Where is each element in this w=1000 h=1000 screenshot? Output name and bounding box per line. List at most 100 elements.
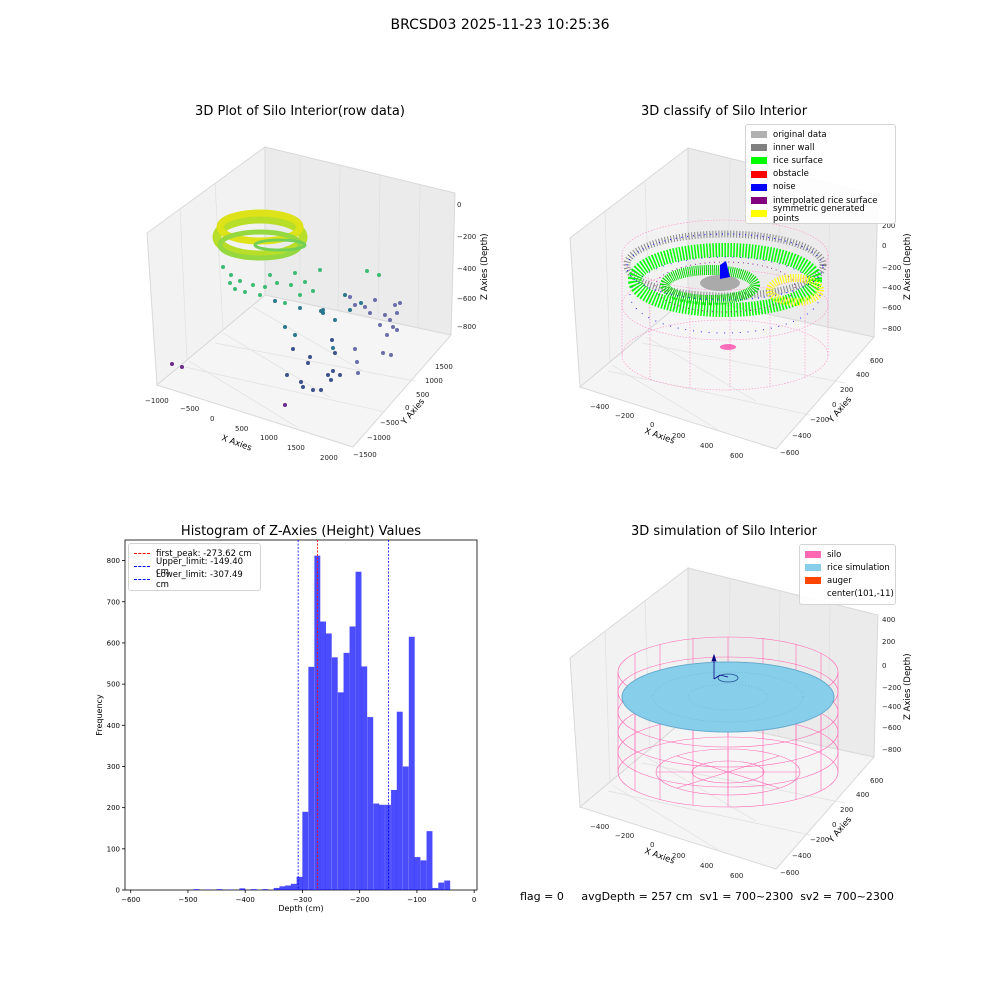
histogram-bar <box>296 876 303 890</box>
histogram-bar <box>349 626 356 890</box>
legend-swatch <box>751 197 767 205</box>
simulation-y-tick: 200 <box>840 806 853 814</box>
raw-x-ticks: −1000 −500 0 500 1000 1500 2000 <box>145 397 338 462</box>
classify-y-axis-label: Y Axies <box>826 395 854 426</box>
raw-y-tick: −1500 <box>353 451 377 459</box>
histogram-bar <box>408 636 415 890</box>
raw-y-tick: 500 <box>416 391 429 399</box>
raw-scatter-points <box>170 209 402 407</box>
histogram-x-tick-label: −300 <box>293 896 312 904</box>
raw-z-ticks: 0 −200 −400 −600 −800 <box>457 201 476 331</box>
histogram-x-tick-label: −200 <box>350 896 369 904</box>
classify-x-axis-label: X Axies <box>643 426 676 446</box>
histogram-bar <box>379 804 385 890</box>
legend-label: Upper_limit: -149.40 cm <box>156 556 244 577</box>
simulation-y-tick: 400 <box>856 791 869 799</box>
histogram-bar <box>308 666 315 890</box>
simulation-z-tick: 0 <box>882 662 886 670</box>
raw-axes-box <box>146 146 456 448</box>
raw-y-axis-label: Y Axies <box>399 397 427 428</box>
histogram-bar <box>426 831 433 890</box>
histogram-y-tick-label: 500 <box>107 681 120 689</box>
legend-label: silo <box>827 549 842 560</box>
figure-title: BRCSD03 2025-11-23 10:25:36 <box>390 17 610 33</box>
legend-entry-symmetric: symmetric generated points <box>751 204 890 224</box>
histogram-x-ticks: −600 −500 −400 −300 −200 −100 0 <box>121 890 476 904</box>
classify-legend: original data inner wall rice surface ob… <box>745 124 896 225</box>
histogram-bar <box>391 789 397 890</box>
raw-z-tick: −200 <box>457 233 476 241</box>
histogram-y-tick-label: 200 <box>107 804 120 812</box>
raw-y-tick: 1500 <box>435 363 453 371</box>
simulation-x-tick: 400 <box>700 862 713 870</box>
legend-swatch <box>805 551 821 559</box>
simulation-z-axis-label: Z Axies (Depth) <box>903 653 913 720</box>
simulation-y-tick: −400 <box>792 852 811 860</box>
histogram-bar <box>438 882 445 890</box>
histogram-bar <box>325 633 332 890</box>
classify-point-cloud <box>623 230 827 350</box>
raw-x-tick: 500 <box>235 425 248 433</box>
classify-z-axis-label: Z Axies (Depth) <box>903 233 913 300</box>
simulation-x-tick: 200 <box>672 852 685 860</box>
legend-entry-lower-limit: Lower_limit: -307.49 cm <box>134 570 255 590</box>
raw-z-tick: −800 <box>457 323 476 331</box>
histogram-bar <box>331 657 338 890</box>
legend-entry-center: center(101,-11) <box>805 588 894 601</box>
simulation-auger <box>711 653 729 680</box>
simulation-z-tick: −600 <box>882 724 901 732</box>
legend-label: inner wall <box>773 142 815 153</box>
classify-y-tick: 600 <box>870 357 883 365</box>
simulation-y-axis-label: Y Axies <box>826 815 854 846</box>
legend-swatch <box>805 564 821 572</box>
raw-x-tick: −500 <box>180 405 199 413</box>
classify-z-tick: 0 <box>882 242 886 250</box>
histogram-bar <box>361 666 368 890</box>
classify-x-ticks: −400 −200 0 200 400 600 <box>590 403 743 460</box>
legend-label: obstacle <box>773 169 809 180</box>
histogram-bar <box>250 889 257 890</box>
raw-x-axis-label: X Axies <box>220 433 253 453</box>
legend-entry-rice-simulation: rice simulation <box>805 561 890 574</box>
legend-entry-inner-wall: inner wall <box>751 141 890 154</box>
legend-entry-noise: noise <box>751 181 890 194</box>
histogram-bar <box>444 880 451 890</box>
raw-y-tick: −1000 <box>367 434 391 442</box>
histogram-legend: first_peak: -273.62 cm Upper_limit: -149… <box>128 543 261 591</box>
histogram-bar <box>343 652 350 890</box>
histogram-bars <box>193 555 451 890</box>
histogram-y-tick-label: 600 <box>107 639 120 647</box>
simulation-y-tick: 600 <box>870 777 883 785</box>
histogram-y-ticks: 0 100 200 300 400 500 600 700 800 <box>107 557 125 895</box>
histogram-y-axis-label: Frequency <box>95 694 104 736</box>
histogram-bar <box>420 860 427 890</box>
classify-x-tick: 400 <box>700 442 713 450</box>
simulation-x-tick: 600 <box>730 872 743 880</box>
legend-entry-interpolated: interpolated rice surface <box>751 194 890 207</box>
classify-y-tick: 200 <box>840 386 853 394</box>
legend-label: rice surface <box>773 155 823 166</box>
raw-x-tick: 1500 <box>287 444 305 452</box>
simulation-x-tick: −400 <box>590 823 609 831</box>
raw-x-tick: 1000 <box>260 434 278 442</box>
legend-label: Lower_limit: -307.49 cm <box>156 569 243 590</box>
histogram-lines <box>297 540 390 890</box>
classify-3d-plot: 200 0 −200 −400 −600 −800 −400 −200 0 20… <box>569 146 913 460</box>
simulation-rice-surface <box>621 661 835 733</box>
legend-line-sample <box>134 553 150 555</box>
histogram-bar <box>355 571 362 890</box>
histogram-x-tick-label: −600 <box>121 896 140 904</box>
classify-x-tick: −400 <box>590 403 609 411</box>
histogram-bar <box>432 887 439 890</box>
histogram-bar <box>239 888 246 890</box>
histogram-bar <box>373 803 380 890</box>
simulation-y-tick: −600 <box>780 869 799 877</box>
histogram-bar <box>385 804 391 890</box>
histogram-x-axis-label: Depth (cm) <box>278 904 323 913</box>
histogram-y-tick-label: 0 <box>116 887 120 895</box>
raw-3d-plot: 0 −200 −400 −600 −800 −1000 −500 0 500 1… <box>145 146 490 462</box>
classify-plot-title: 3D classify of Silo Interior <box>640 104 808 119</box>
simulation-x-tick: −200 <box>615 832 634 840</box>
histogram-frame <box>124 539 478 891</box>
simulation-x-axis-label: X Axies <box>643 846 676 866</box>
